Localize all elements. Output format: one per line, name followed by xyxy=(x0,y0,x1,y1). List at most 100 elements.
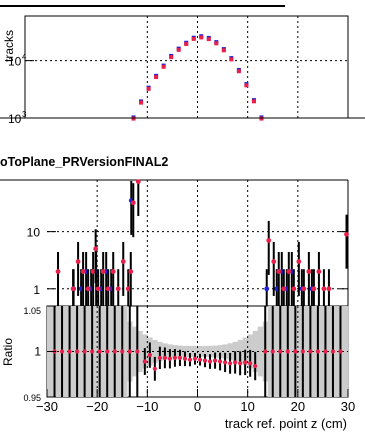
top-data-point xyxy=(154,75,159,80)
ratio-data-point xyxy=(202,358,208,363)
middle-data-point xyxy=(291,286,297,292)
ratio-data-point xyxy=(248,361,253,366)
middle-data-point xyxy=(135,179,141,185)
top-data-point xyxy=(259,116,264,121)
ratio-band-bin xyxy=(107,306,113,397)
ratio-band-bin xyxy=(312,306,319,397)
ratio-x-tick-label: 10 xyxy=(240,399,254,414)
top-data-point xyxy=(251,99,256,104)
ratio-data-point xyxy=(197,357,203,362)
middle-data-point xyxy=(306,269,312,274)
middle-marks xyxy=(55,179,349,306)
ratio-data-point xyxy=(172,355,178,360)
ratio-data-point xyxy=(253,363,258,369)
ratio-data-point xyxy=(147,353,152,358)
ratio-data-point xyxy=(308,349,313,354)
ratio-data-point xyxy=(135,349,140,354)
ratio-band-bin xyxy=(327,306,334,397)
middle-data-point xyxy=(271,259,277,264)
middle-data-point xyxy=(105,286,111,292)
middle-data-point xyxy=(80,269,86,274)
middle-data-point xyxy=(264,286,270,292)
ratio-y-tick-label: 1 xyxy=(34,345,41,359)
ratio-band-bin xyxy=(72,306,78,397)
middle-y-tick-label: 10 xyxy=(27,226,41,240)
ratio-data-point xyxy=(157,355,162,360)
ratio-data-point xyxy=(278,349,283,354)
ratio-data-point xyxy=(228,361,233,366)
middle-data-point xyxy=(95,286,101,292)
middle-data-point xyxy=(326,286,332,292)
middle-data-point xyxy=(70,286,76,292)
ratio-data-point xyxy=(263,349,268,354)
ratio-ticks: 0.95 1 1.05 −30 −20 −10 0 10 20 30 xyxy=(23,305,355,414)
middle-data-point xyxy=(316,269,322,274)
ratio-band-bin xyxy=(222,344,228,359)
ratio-data-point xyxy=(67,349,72,354)
middle-data-point xyxy=(266,238,272,243)
ratio-band-bin xyxy=(102,306,108,397)
middle-data-point xyxy=(128,269,134,274)
top-y-tick-label: 10 xyxy=(8,55,22,69)
top-y-tick-label: 10 xyxy=(8,112,22,126)
top-data-point xyxy=(176,47,181,52)
ratio-data-point xyxy=(222,360,228,365)
middle-data-point xyxy=(286,269,292,274)
ratio-band-bin xyxy=(317,306,324,397)
ratio-data-point xyxy=(82,349,87,354)
ratio-data-point xyxy=(285,349,290,354)
ratio-data-point xyxy=(217,359,223,364)
ratio-band-bin xyxy=(197,346,203,357)
top-data-point xyxy=(244,83,249,88)
top-data-point xyxy=(229,57,234,62)
ratio-band-bin xyxy=(282,306,289,397)
middle-data-point xyxy=(130,200,136,206)
ratio-data-point xyxy=(212,358,218,363)
ratio-band-bin xyxy=(117,306,123,397)
ratio-x-tick-label: −20 xyxy=(86,399,108,414)
middle-data-point xyxy=(75,259,81,264)
middle-data-point xyxy=(311,286,317,292)
middle-data-point xyxy=(93,246,99,252)
ratio-data-point xyxy=(59,349,65,354)
top-y-axis-label: tracks xyxy=(2,30,16,62)
ratio-data-point xyxy=(105,349,110,354)
ratio-band-bin xyxy=(287,306,294,397)
ratio-data-point xyxy=(315,349,320,354)
middle-data-point xyxy=(276,269,282,274)
ratio-data-point xyxy=(270,349,275,354)
middle-data-point xyxy=(296,259,302,264)
ratio-data-point xyxy=(162,355,167,360)
middle-title: oToPlane_PRVersionFINAL2 xyxy=(0,155,168,169)
ratio-band-bin xyxy=(92,306,98,397)
ratio-data-point xyxy=(243,360,248,365)
middle-ticks: 1 10 xyxy=(27,226,348,297)
middle-data-point xyxy=(55,269,61,274)
ratio-data-point xyxy=(293,349,298,354)
ratio-band-bin xyxy=(62,306,68,397)
middle-data-point xyxy=(85,286,91,292)
ratio-x-tick-label: 20 xyxy=(291,399,305,414)
ratio-band-bin xyxy=(257,326,264,377)
middle-panel: oToPlane_PRVersionFINAL2 1 10 xyxy=(0,155,365,306)
ratio-data-point xyxy=(300,349,305,354)
ratio-data-point xyxy=(75,349,80,354)
ratio-x-tick-label: −10 xyxy=(136,399,158,414)
ratio-band-bin xyxy=(227,343,233,360)
ratio-grid xyxy=(47,306,348,397)
ratio-data-point xyxy=(238,361,243,366)
ratio-data-point xyxy=(112,349,117,354)
middle-data-point xyxy=(110,269,116,274)
ratio-x-tick-label: 30 xyxy=(341,399,355,414)
middle-data-point xyxy=(120,259,126,264)
ratio-band-bin xyxy=(132,326,138,377)
top-data-point xyxy=(236,69,241,74)
ratio-data-point xyxy=(177,355,183,360)
ratio-panel: 0.95 1 1.05 −30 −20 −10 0 10 20 30 Ratio track re… xyxy=(1,305,355,431)
top-data-point xyxy=(199,35,204,40)
ratio-data-point xyxy=(142,359,147,364)
top-data-point xyxy=(169,55,174,60)
top-data-point xyxy=(131,116,136,121)
